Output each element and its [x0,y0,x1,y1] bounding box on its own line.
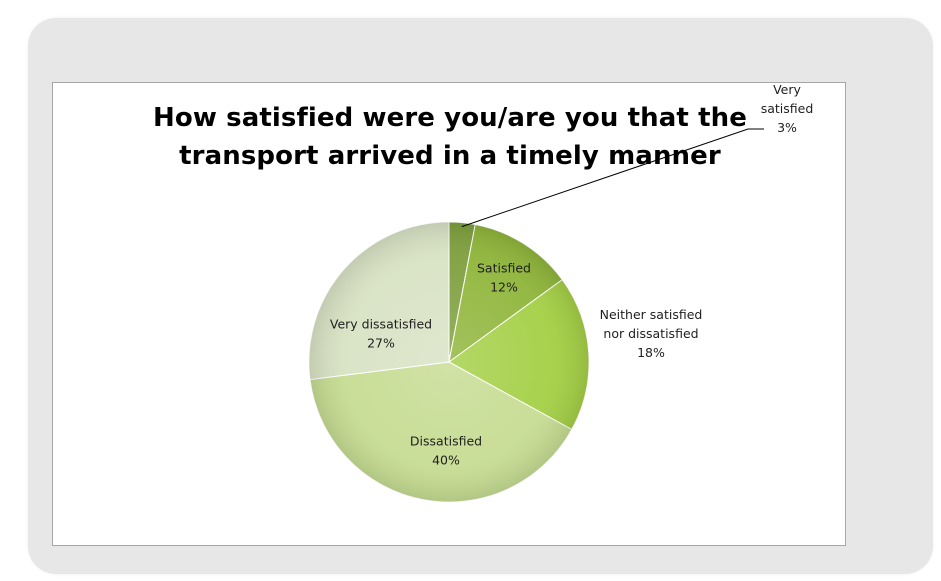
chart-title: How satisfied were you/are you that the … [150,99,750,175]
data-label-very-dissatisfied: Very dissatisfied 27% [330,317,432,351]
chart-title-line-1: How satisfied were you/are you that the [153,103,747,133]
data-label-dissatisfied: Dissatisfied 40% [410,434,482,468]
data-label-satisfied: Satisfied 12% [477,261,531,295]
pie-slice-very-dissatisfied [308,221,450,381]
data-label-neither-satisfied-nor-dissatisfied: Neither satisfied nor dissatisfied 18% [600,307,703,360]
data-label-very-satisfied: Very satisfied 3% [761,82,814,135]
leader-line-very-satisfied [461,128,764,228]
chart-title-line-2: transport arrived in a timely manner [179,141,721,171]
pie-labels: Very satisfied 3% Satisfied 12% Neither satis… [330,82,813,468]
